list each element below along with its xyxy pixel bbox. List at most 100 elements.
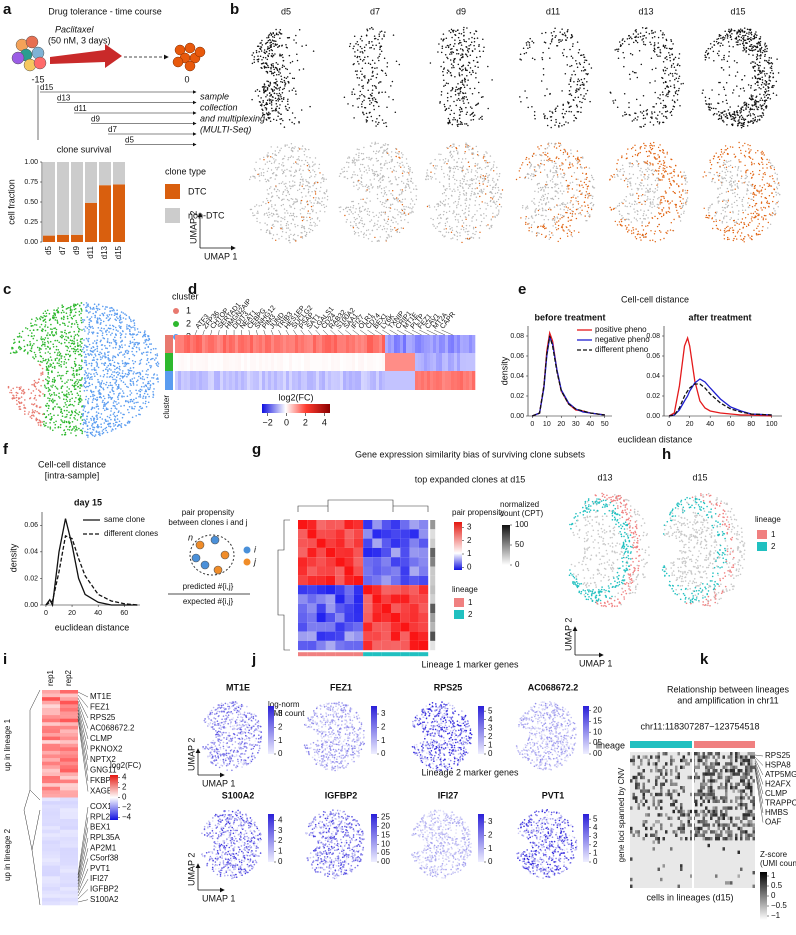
cell-dot — [261, 172, 262, 173]
cell-dot — [576, 63, 578, 64]
cell-dot — [743, 125, 745, 127]
cell-dot — [397, 214, 398, 215]
cell-dot — [686, 177, 687, 178]
cell-dot — [632, 71, 634, 73]
cell-dot — [544, 169, 545, 170]
cell-dot — [269, 98, 271, 100]
cell-dot — [253, 52, 255, 54]
cell-dot — [452, 156, 453, 157]
cell-dot — [454, 166, 455, 167]
cell-dot — [377, 174, 378, 175]
cell-dot — [326, 179, 327, 180]
cell-dot — [579, 80, 581, 82]
cell-dot — [742, 227, 743, 228]
cell-dot — [456, 231, 457, 232]
cell-dot — [353, 186, 354, 187]
cell-dot — [401, 192, 402, 193]
cell-dot — [498, 211, 499, 212]
cell-dot — [768, 79, 770, 81]
cell-dot — [708, 107, 710, 109]
cell-dot — [640, 147, 641, 148]
cell-dot — [558, 158, 559, 159]
cell-dot — [437, 218, 438, 219]
cell-dot — [366, 189, 367, 190]
cell-dot — [662, 176, 663, 177]
cell-dot — [368, 238, 369, 239]
cell-dot — [581, 79, 583, 81]
cell-dot — [624, 111, 626, 113]
cell-dot — [586, 191, 587, 192]
cell-dot — [659, 98, 661, 100]
cell-dot — [747, 234, 748, 235]
cell-dot — [776, 194, 777, 195]
cell-dot — [371, 76, 373, 78]
cell-dot — [358, 228, 359, 229]
cell-dot — [724, 167, 725, 168]
cell-dot — [308, 186, 309, 187]
cell-dot — [302, 145, 303, 146]
cell-dot — [387, 237, 388, 238]
cell-dot — [637, 37, 639, 39]
cell-dot — [327, 196, 328, 197]
cell-dot — [667, 96, 669, 98]
cell-dot — [346, 162, 347, 163]
cell-dot — [527, 47, 529, 49]
cell-dot — [291, 148, 292, 149]
cell-dot — [284, 208, 285, 209]
cell-dot — [314, 171, 315, 172]
cell-dot — [259, 168, 260, 169]
cell-dot — [467, 99, 469, 101]
cell-dot — [261, 67, 263, 69]
cell-dot — [447, 72, 449, 74]
cell-dot — [268, 40, 270, 42]
cell-dot — [272, 110, 274, 112]
cell-dot — [265, 90, 267, 92]
cell-dot — [757, 45, 759, 47]
cell-dot — [738, 210, 739, 211]
cell-dot — [582, 98, 584, 100]
cell-dot — [277, 64, 279, 66]
cell-dot — [731, 119, 733, 121]
cell-dot — [386, 231, 387, 232]
cell-dot — [640, 32, 642, 34]
cell-dot — [481, 116, 483, 118]
cell-dot — [453, 189, 454, 190]
cell-dot — [475, 72, 477, 74]
cell-dot — [754, 66, 756, 68]
cell-dot — [726, 82, 728, 84]
cell-dot — [664, 47, 666, 49]
cell-dot — [720, 43, 722, 45]
cell-dot — [348, 214, 349, 215]
cell-dot — [526, 97, 528, 99]
cell-dot — [496, 173, 497, 174]
cell-dot — [466, 114, 468, 116]
cell-dot — [279, 93, 281, 95]
cell-dot — [586, 60, 588, 62]
cell-dot — [388, 177, 389, 178]
cell-dot — [754, 75, 756, 77]
step: collection — [200, 102, 238, 112]
cell-dot — [438, 215, 439, 216]
cell-dot — [304, 226, 305, 227]
cell-dot — [670, 85, 672, 87]
cell-dot — [466, 75, 468, 77]
cell-dot — [463, 181, 464, 182]
cell-dot — [271, 213, 272, 214]
cell-dot — [479, 185, 480, 186]
cell-dot — [654, 206, 655, 207]
cell-dot — [388, 216, 389, 217]
cell-dot — [681, 176, 682, 177]
cell-dot — [303, 219, 304, 220]
cell-dot — [531, 41, 533, 43]
cell-dot — [267, 161, 268, 162]
cell-dot — [367, 30, 369, 32]
cell-dot — [467, 79, 469, 81]
cell-dot — [740, 30, 742, 32]
cell-dot — [529, 227, 530, 228]
cell-dot — [379, 31, 381, 33]
cell-dot — [728, 30, 730, 32]
cell-dot — [747, 36, 749, 38]
cell-dot — [677, 64, 679, 66]
cell-dot — [272, 196, 273, 197]
